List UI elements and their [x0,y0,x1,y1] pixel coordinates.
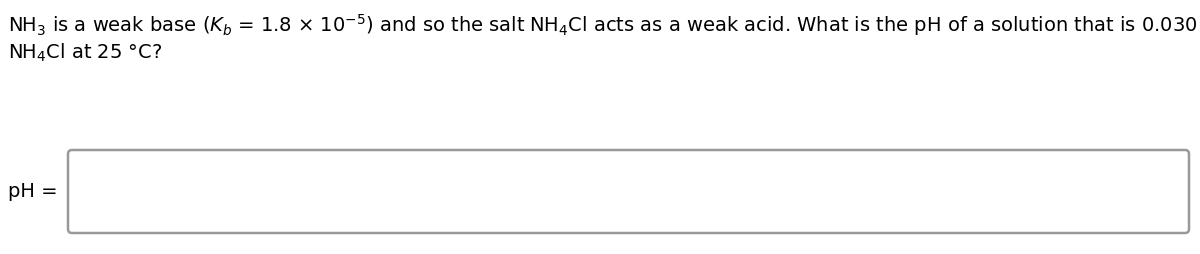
FancyBboxPatch shape [68,150,1189,233]
Text: NH$_4$Cl at 25 °C?: NH$_4$Cl at 25 °C? [8,42,162,64]
Text: NH$_3$ is a weak base ($K_b$ = 1.8 × 10$^{-5}$) and so the salt NH$_4$Cl acts as: NH$_3$ is a weak base ($K_b$ = 1.8 × 10$… [8,12,1200,38]
Text: pH =: pH = [8,182,58,201]
